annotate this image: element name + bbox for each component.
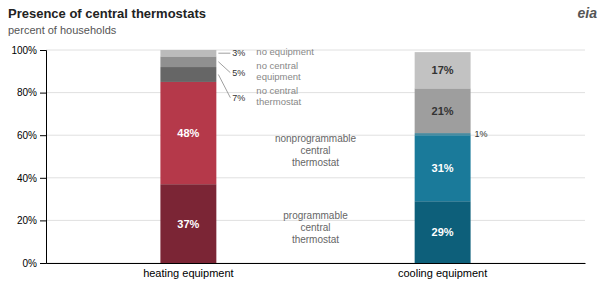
leader-line — [218, 53, 230, 54]
y-tick-label: 100% — [11, 45, 37, 56]
chart-container: Presence of central thermostats percent o… — [0, 0, 605, 287]
bar-segment — [415, 135, 471, 201]
y-tick-label: 80% — [17, 87, 37, 98]
annotation-line: no equipment — [256, 46, 314, 57]
y-tick: 80% — [17, 87, 46, 98]
annotation-line: nonprogrammable — [275, 133, 357, 144]
data-label: 3% — [232, 48, 245, 58]
data-label: 5% — [232, 68, 245, 78]
annotation-line: equipment — [256, 71, 301, 82]
x-tick-label: cooling equipment — [398, 267, 487, 279]
y-tick: 20% — [17, 215, 46, 226]
bar-segment — [160, 82, 216, 184]
y-tick: 0% — [23, 258, 46, 269]
bar-segment — [160, 184, 216, 263]
data-label: 31% — [432, 162, 454, 174]
chart-svg: Presence of central thermostats percent o… — [0, 0, 605, 287]
grid-line — [46, 92, 585, 93]
y-tick-mark — [40, 220, 46, 221]
bars — [160, 50, 470, 263]
annotation-line: central — [300, 145, 330, 156]
x-tick: cooling equipment — [398, 267, 487, 279]
y-tick-mark — [40, 263, 46, 264]
x-tick: heating equipment — [143, 267, 234, 279]
annotation-line: central — [300, 222, 330, 233]
bar-segment — [160, 56, 216, 67]
y-tick-label: 40% — [17, 173, 37, 184]
leader-line — [218, 74, 230, 97]
data-label: 1% — [475, 129, 488, 139]
data-label: 17% — [432, 64, 454, 76]
bar-segment — [415, 52, 471, 88]
y-tick-mark — [40, 135, 46, 136]
subtitle: percent of households — [8, 24, 117, 36]
data-label: 37% — [177, 218, 199, 230]
bar-segment — [415, 133, 471, 135]
data-label: 7% — [232, 93, 245, 103]
axis-line — [47, 263, 586, 264]
y-tick-label: 60% — [17, 130, 37, 141]
series-annotation: no centralequipment — [256, 60, 301, 82]
x-axis: heating equipment cooling equipment — [47, 264, 586, 279]
series-annotation: programmablecentralthermostat — [283, 210, 348, 245]
grid-line — [46, 177, 585, 178]
plot: 0% 20% 40% 60% 80% 100% heating equipment cooli… — [11, 45, 585, 279]
annotation-line: thermostat — [292, 234, 339, 245]
data-label: 29% — [432, 226, 454, 238]
data-label: 21% — [432, 105, 454, 117]
bar-segment — [415, 201, 471, 263]
y-tick: 60% — [17, 130, 46, 141]
y-tick-mark — [40, 50, 46, 51]
grid-line — [46, 263, 585, 264]
data-label: 48% — [177, 127, 199, 139]
labels: 37% 29% 48% 31% 1% 21% 17% 3% no equipment 5% no c… — [177, 46, 487, 245]
annotation-line: thermostat — [256, 96, 301, 107]
y-axis: 0% 20% 40% 60% 80% 100% — [11, 45, 46, 269]
y-tick-label: 0% — [23, 258, 38, 269]
title: Presence of central thermostats — [8, 6, 206, 21]
leader-line — [218, 62, 230, 73]
grid — [46, 50, 585, 263]
series-annotation: nonprogrammablecentralthermostat — [275, 133, 357, 168]
y-tick-label: 20% — [17, 215, 37, 226]
annotation-line: programmable — [283, 210, 348, 221]
logo: eia — [578, 5, 598, 21]
y-tick-mark — [40, 93, 46, 94]
x-tick-label: heating equipment — [143, 267, 234, 279]
annotation-line: no central — [256, 85, 298, 96]
annotation-line: no central — [256, 60, 298, 71]
y-tick: 40% — [17, 173, 46, 184]
bar-segment — [415, 88, 471, 133]
series-annotation: no equipment — [256, 46, 314, 57]
series-annotation: no centralthermostat — [256, 85, 301, 107]
grid-line — [46, 50, 585, 51]
y-tick-mark — [40, 178, 46, 179]
bar-segment — [160, 50, 216, 56]
bar-segment — [160, 67, 216, 82]
annotation-line: thermostat — [292, 157, 339, 168]
axis-line — [40, 51, 47, 264]
y-tick: 100% — [11, 45, 46, 56]
